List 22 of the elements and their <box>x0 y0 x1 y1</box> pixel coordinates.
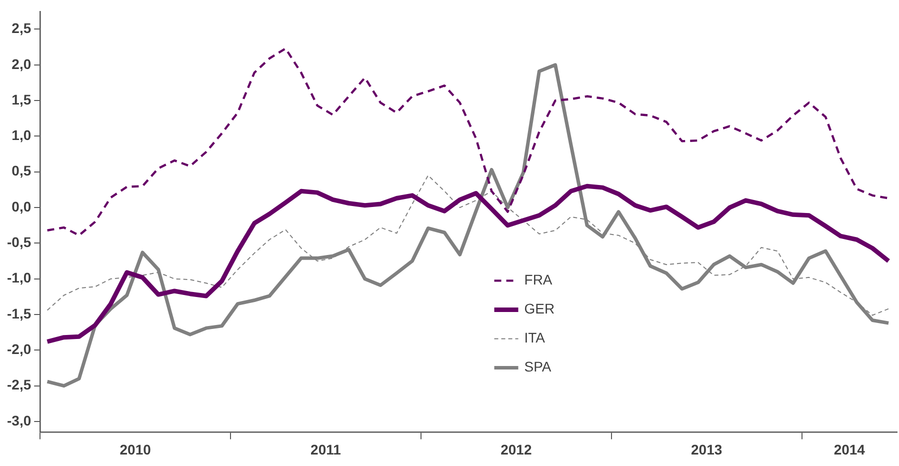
y-tick-label: 0,5 <box>12 162 32 179</box>
y-tick-label: 0,0 <box>12 198 32 214</box>
y-tick-label: 1,0 <box>12 127 32 144</box>
line-series <box>46 47 890 236</box>
legend-label: GER <box>524 300 555 317</box>
legend-label: FRA <box>524 272 553 288</box>
y-tick-label: 2,0 <box>12 56 32 72</box>
y-tick-label: -2,0 <box>7 341 32 358</box>
y-tick-label: -1,5 <box>7 305 32 322</box>
legend-label: ITA <box>524 330 546 346</box>
x-tick-label: 2014 <box>834 441 866 458</box>
x-tick-label: 2011 <box>310 441 342 458</box>
x-tick-label: 2012 <box>500 441 532 458</box>
y-tick-label: -0,5 <box>7 234 32 250</box>
legend-label: SPA <box>524 358 552 375</box>
y-tick-label: -1,0 <box>7 270 32 286</box>
y-tick-label: -2,5 <box>7 376 32 393</box>
y-tick-label: 2,5 <box>12 20 32 36</box>
y-tick-label: -3,0 <box>7 412 32 428</box>
y-tick-label: 1,5 <box>12 91 32 108</box>
x-tick-label: 2010 <box>120 441 152 458</box>
x-tick-label: 2013 <box>691 441 722 458</box>
